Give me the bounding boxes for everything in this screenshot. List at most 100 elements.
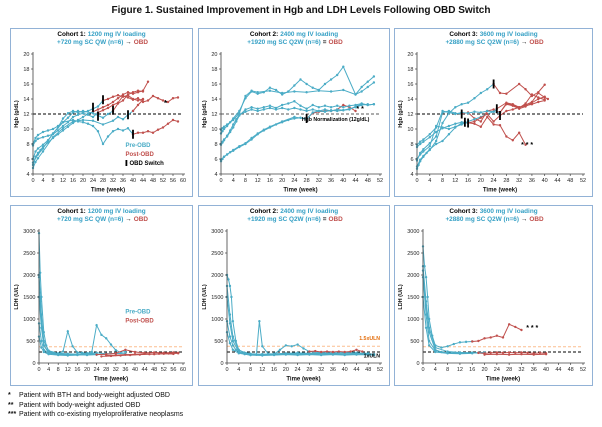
svg-text:40: 40 bbox=[340, 178, 346, 184]
footnote-marker: * bbox=[8, 392, 11, 399]
svg-text:40: 40 bbox=[342, 367, 348, 373]
svg-text:18: 18 bbox=[407, 67, 413, 73]
svg-text:48: 48 bbox=[150, 178, 156, 184]
svg-text:44: 44 bbox=[353, 367, 359, 373]
svg-text:52: 52 bbox=[377, 178, 383, 184]
svg-text:24: 24 bbox=[494, 367, 500, 373]
svg-text:20: 20 bbox=[211, 52, 217, 58]
svg-text:40: 40 bbox=[543, 367, 549, 373]
svg-text:24: 24 bbox=[90, 178, 96, 184]
cohort-label: Cohort 1: bbox=[57, 31, 86, 38]
footnote-bth: * Patient with BTH and body-weight adjust… bbox=[8, 391, 183, 401]
footnote-text: Patient with body-weight adjusted OBD bbox=[19, 401, 141, 409]
svg-text:* *: * * bbox=[356, 106, 364, 113]
svg-text:16: 16 bbox=[211, 82, 217, 88]
svg-text:16: 16 bbox=[70, 178, 76, 184]
svg-text:OBD Switch: OBD Switch bbox=[130, 161, 165, 167]
svg-text:18: 18 bbox=[23, 67, 29, 73]
svg-text:0: 0 bbox=[421, 367, 424, 373]
svg-text:24: 24 bbox=[491, 178, 497, 184]
svg-text:*: * bbox=[164, 99, 168, 108]
svg-text:16: 16 bbox=[74, 367, 80, 373]
obd-label: OBD bbox=[133, 39, 148, 46]
panel-title: Cohort 1: 1200 mg IV loading +720 mg SC Q… bbox=[11, 208, 192, 224]
svg-text:500: 500 bbox=[26, 339, 35, 345]
cohort-label: Cohort 3: bbox=[449, 208, 478, 215]
footnote-text: Patient with co-existing myeloproliferat… bbox=[19, 411, 184, 418]
iv-dose-text: 2400 mg IV loading bbox=[280, 208, 339, 215]
svg-text:1000: 1000 bbox=[211, 317, 223, 323]
svg-text:20: 20 bbox=[478, 178, 484, 184]
svg-text:20: 20 bbox=[80, 178, 86, 184]
svg-text:32: 32 bbox=[318, 367, 324, 373]
arrow-glyph: = bbox=[322, 216, 327, 223]
svg-text:1xULN: 1xULN bbox=[364, 354, 381, 360]
panel-hgb-cohort2: Cohort 2: 2400 mg IV loading +1920 mg SC … bbox=[198, 28, 390, 197]
svg-text:12: 12 bbox=[255, 178, 261, 184]
svg-text:48: 48 bbox=[151, 367, 157, 373]
iv-dose-text: 3600 mg IV loading bbox=[479, 208, 538, 215]
svg-text:0: 0 bbox=[225, 367, 228, 373]
svg-text:36: 36 bbox=[531, 367, 537, 373]
svg-text:20: 20 bbox=[407, 52, 413, 58]
svg-text:4: 4 bbox=[214, 172, 217, 178]
svg-text:20: 20 bbox=[279, 178, 285, 184]
svg-text:12: 12 bbox=[23, 112, 29, 118]
svg-text:8: 8 bbox=[214, 142, 217, 148]
svg-text:44: 44 bbox=[140, 178, 146, 184]
footnotes: * Patient with BTH and body-weight adjust… bbox=[8, 391, 183, 420]
footnote-marker: ** bbox=[8, 401, 14, 409]
svg-text:28: 28 bbox=[304, 178, 310, 184]
iv-dose-text: 1200 mg IV loading bbox=[87, 208, 146, 215]
cohort-label: Cohort 1: bbox=[57, 208, 86, 215]
svg-text:52: 52 bbox=[580, 367, 586, 373]
svg-text:1000: 1000 bbox=[407, 317, 419, 323]
svg-text:0: 0 bbox=[415, 178, 418, 184]
sc-dose-text: +720 mg SC QW (n=6) bbox=[56, 216, 124, 223]
svg-text:1.5xULN: 1.5xULN bbox=[359, 336, 380, 342]
svg-text:14: 14 bbox=[407, 97, 413, 103]
svg-text:8: 8 bbox=[441, 178, 444, 184]
svg-text:48: 48 bbox=[568, 367, 574, 373]
sc-dose-text: +2880 mg SC Q2W (n=6) bbox=[445, 39, 519, 46]
svg-text:12: 12 bbox=[60, 178, 66, 184]
svg-text:Time (week): Time (week) bbox=[283, 188, 317, 194]
svg-text:0: 0 bbox=[31, 178, 34, 184]
svg-text:4: 4 bbox=[428, 178, 431, 184]
svg-text:0: 0 bbox=[220, 361, 223, 367]
svg-text:18: 18 bbox=[211, 67, 217, 73]
svg-text:Pre-OBD: Pre-OBD bbox=[125, 310, 151, 316]
hgb-cohort2-chart: 0 4 8 12 16 20 24 28 32 36 40 44 48 52468101214161820… bbox=[202, 52, 383, 194]
arrow-glyph: → bbox=[125, 216, 132, 223]
svg-text:20: 20 bbox=[481, 367, 487, 373]
arrow-glyph: → bbox=[520, 39, 528, 46]
svg-text:12: 12 bbox=[211, 112, 217, 118]
svg-text:LDH (U/L): LDH (U/L) bbox=[202, 284, 208, 310]
svg-text:8: 8 bbox=[446, 367, 449, 373]
svg-text:0: 0 bbox=[37, 367, 40, 373]
cohort-label: Cohort 2: bbox=[249, 31, 279, 38]
svg-text:3000: 3000 bbox=[407, 229, 419, 235]
arrow-glyph: → bbox=[520, 216, 528, 223]
svg-text:56: 56 bbox=[170, 367, 176, 373]
svg-text:0: 0 bbox=[219, 178, 222, 184]
obd-label: OBD bbox=[133, 216, 148, 223]
footnote-neoplasms: *** Patient with co-existing myeloprolife… bbox=[8, 410, 183, 420]
svg-text:12: 12 bbox=[259, 367, 265, 373]
svg-text:12: 12 bbox=[452, 178, 458, 184]
svg-text:Pre-OBD: Pre-OBD bbox=[126, 143, 152, 149]
svg-text:8: 8 bbox=[51, 178, 54, 184]
svg-text:24: 24 bbox=[291, 178, 297, 184]
svg-text:40: 40 bbox=[130, 178, 136, 184]
svg-text:28: 28 bbox=[306, 367, 312, 373]
arrow-glyph: = bbox=[322, 39, 327, 46]
svg-text:6: 6 bbox=[26, 157, 29, 163]
svg-text:* * *: * * * bbox=[526, 325, 538, 332]
svg-text:8: 8 bbox=[410, 142, 413, 148]
svg-text:16: 16 bbox=[271, 367, 277, 373]
svg-text:4: 4 bbox=[434, 367, 437, 373]
sc-dose-text: +1920 mg SC Q2W (n=6) bbox=[247, 216, 321, 223]
ldh-cohort3-chartbox: 0 4 8 12 16 20 24 28 32 36 40 44 48 52 0 500 1000 1500 200… bbox=[396, 225, 591, 384]
ldh-cohort1-chart: 0 4 8 12 16 20 24 28 32 36 40 44 48 52 56 6005001000150… bbox=[14, 229, 186, 383]
